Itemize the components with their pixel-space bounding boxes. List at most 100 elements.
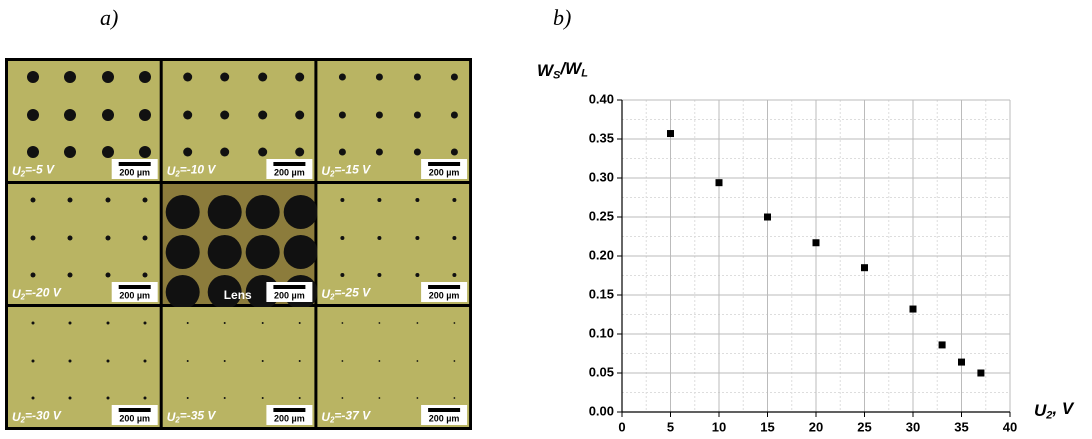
micrograph-label: U2=-20 V: [12, 286, 62, 301]
label-part: U: [12, 287, 21, 301]
pore: [64, 146, 76, 158]
pore: [378, 360, 381, 362]
pore: [165, 235, 200, 269]
x-tick-label: 15: [760, 419, 774, 434]
x-tick-label: 25: [857, 419, 871, 434]
micrograph-label: U2=-35 V: [167, 409, 217, 424]
label-part: U: [12, 164, 21, 178]
x-axis-title: U2, V: [1034, 400, 1075, 422]
label-part: U: [321, 164, 330, 178]
pore: [27, 71, 39, 83]
y-tick-label: 0.35: [589, 130, 614, 145]
pore: [105, 272, 111, 278]
pore: [30, 197, 36, 203]
pore: [245, 235, 280, 269]
data-point: [909, 305, 917, 313]
scale-bar: [118, 408, 151, 412]
x-tick-label: 40: [1003, 419, 1017, 434]
pore: [102, 71, 114, 83]
pore: [220, 147, 230, 157]
scale-bar: [273, 285, 306, 289]
label-part: =-37 V: [334, 409, 371, 423]
pore: [143, 359, 147, 363]
data-point: [667, 130, 674, 138]
pore: [295, 72, 305, 82]
data-point: [812, 239, 820, 247]
pore: [30, 235, 36, 241]
scale-bar-label: 200 µm: [429, 413, 460, 423]
pore: [223, 360, 226, 362]
subscript: 2: [329, 415, 335, 424]
label-part: =-30 V: [25, 409, 62, 423]
scale-bar: [428, 408, 461, 412]
x-tick-label: 30: [906, 419, 920, 434]
label-part: U: [167, 164, 176, 178]
pore: [139, 146, 151, 158]
pore: [102, 109, 114, 121]
pore: [452, 273, 457, 277]
scale-bar-label: 200 µm: [119, 167, 150, 177]
pore: [207, 195, 242, 229]
scale-bar-label: 200 µm: [429, 167, 460, 177]
pore: [139, 71, 151, 83]
subscript: 2: [1045, 409, 1053, 421]
pore: [67, 235, 73, 241]
subscript: 2: [20, 292, 26, 301]
data-point: [715, 179, 723, 187]
scale-bar-label: 200 µm: [119, 413, 150, 423]
label-part: =-20 V: [25, 286, 62, 300]
pore: [450, 111, 458, 119]
label-part: , V: [1051, 400, 1074, 419]
pore: [27, 109, 39, 121]
pore: [377, 236, 382, 240]
label-part: /W: [559, 60, 583, 79]
label-part: U: [167, 410, 176, 424]
pore: [340, 198, 345, 202]
x-tick-label: 20: [809, 419, 823, 434]
pore: [106, 359, 110, 363]
y-tick-label: 0.40: [589, 91, 614, 106]
label-part: W: [537, 61, 555, 80]
pore: [102, 146, 114, 158]
micrograph-label: U2=-15 V: [321, 163, 371, 178]
pore: [453, 360, 456, 362]
micrograph-caption: Lens: [224, 288, 252, 302]
pore: [341, 360, 344, 362]
pore: [453, 397, 456, 399]
x-tick-label: 0: [618, 419, 625, 434]
pore: [64, 109, 76, 121]
pore: [377, 198, 382, 202]
x-tick-label: 5: [667, 419, 674, 434]
y-axis-title: WS/WL: [537, 60, 588, 82]
pore: [416, 360, 419, 362]
pore: [207, 235, 242, 269]
pore: [186, 360, 189, 362]
pore: [142, 197, 148, 203]
scale-bar-label: 200 µm: [119, 290, 150, 300]
pore: [165, 195, 200, 229]
pore: [378, 397, 381, 399]
scale-bar-label: 200 µm: [274, 413, 305, 423]
pore: [223, 322, 226, 324]
subscript: L: [581, 67, 588, 79]
pore: [106, 396, 110, 400]
pore: [283, 235, 318, 269]
pore: [416, 397, 419, 399]
micrograph-label: U2=-10 V: [167, 163, 217, 178]
pore: [143, 396, 147, 400]
pore: [27, 146, 39, 158]
subscript: 2: [329, 169, 335, 178]
pore: [298, 322, 301, 324]
pore: [261, 360, 264, 362]
pore: [338, 73, 346, 81]
pore: [258, 72, 268, 82]
scale-bar: [428, 285, 461, 289]
pore: [261, 322, 264, 324]
label-part: =-10 V: [180, 163, 217, 177]
label-part: U: [321, 287, 330, 301]
pore: [375, 148, 383, 156]
scale-bar: [273, 162, 306, 166]
pore: [183, 110, 193, 120]
label-part: =-25 V: [334, 286, 371, 300]
pore: [340, 236, 345, 240]
